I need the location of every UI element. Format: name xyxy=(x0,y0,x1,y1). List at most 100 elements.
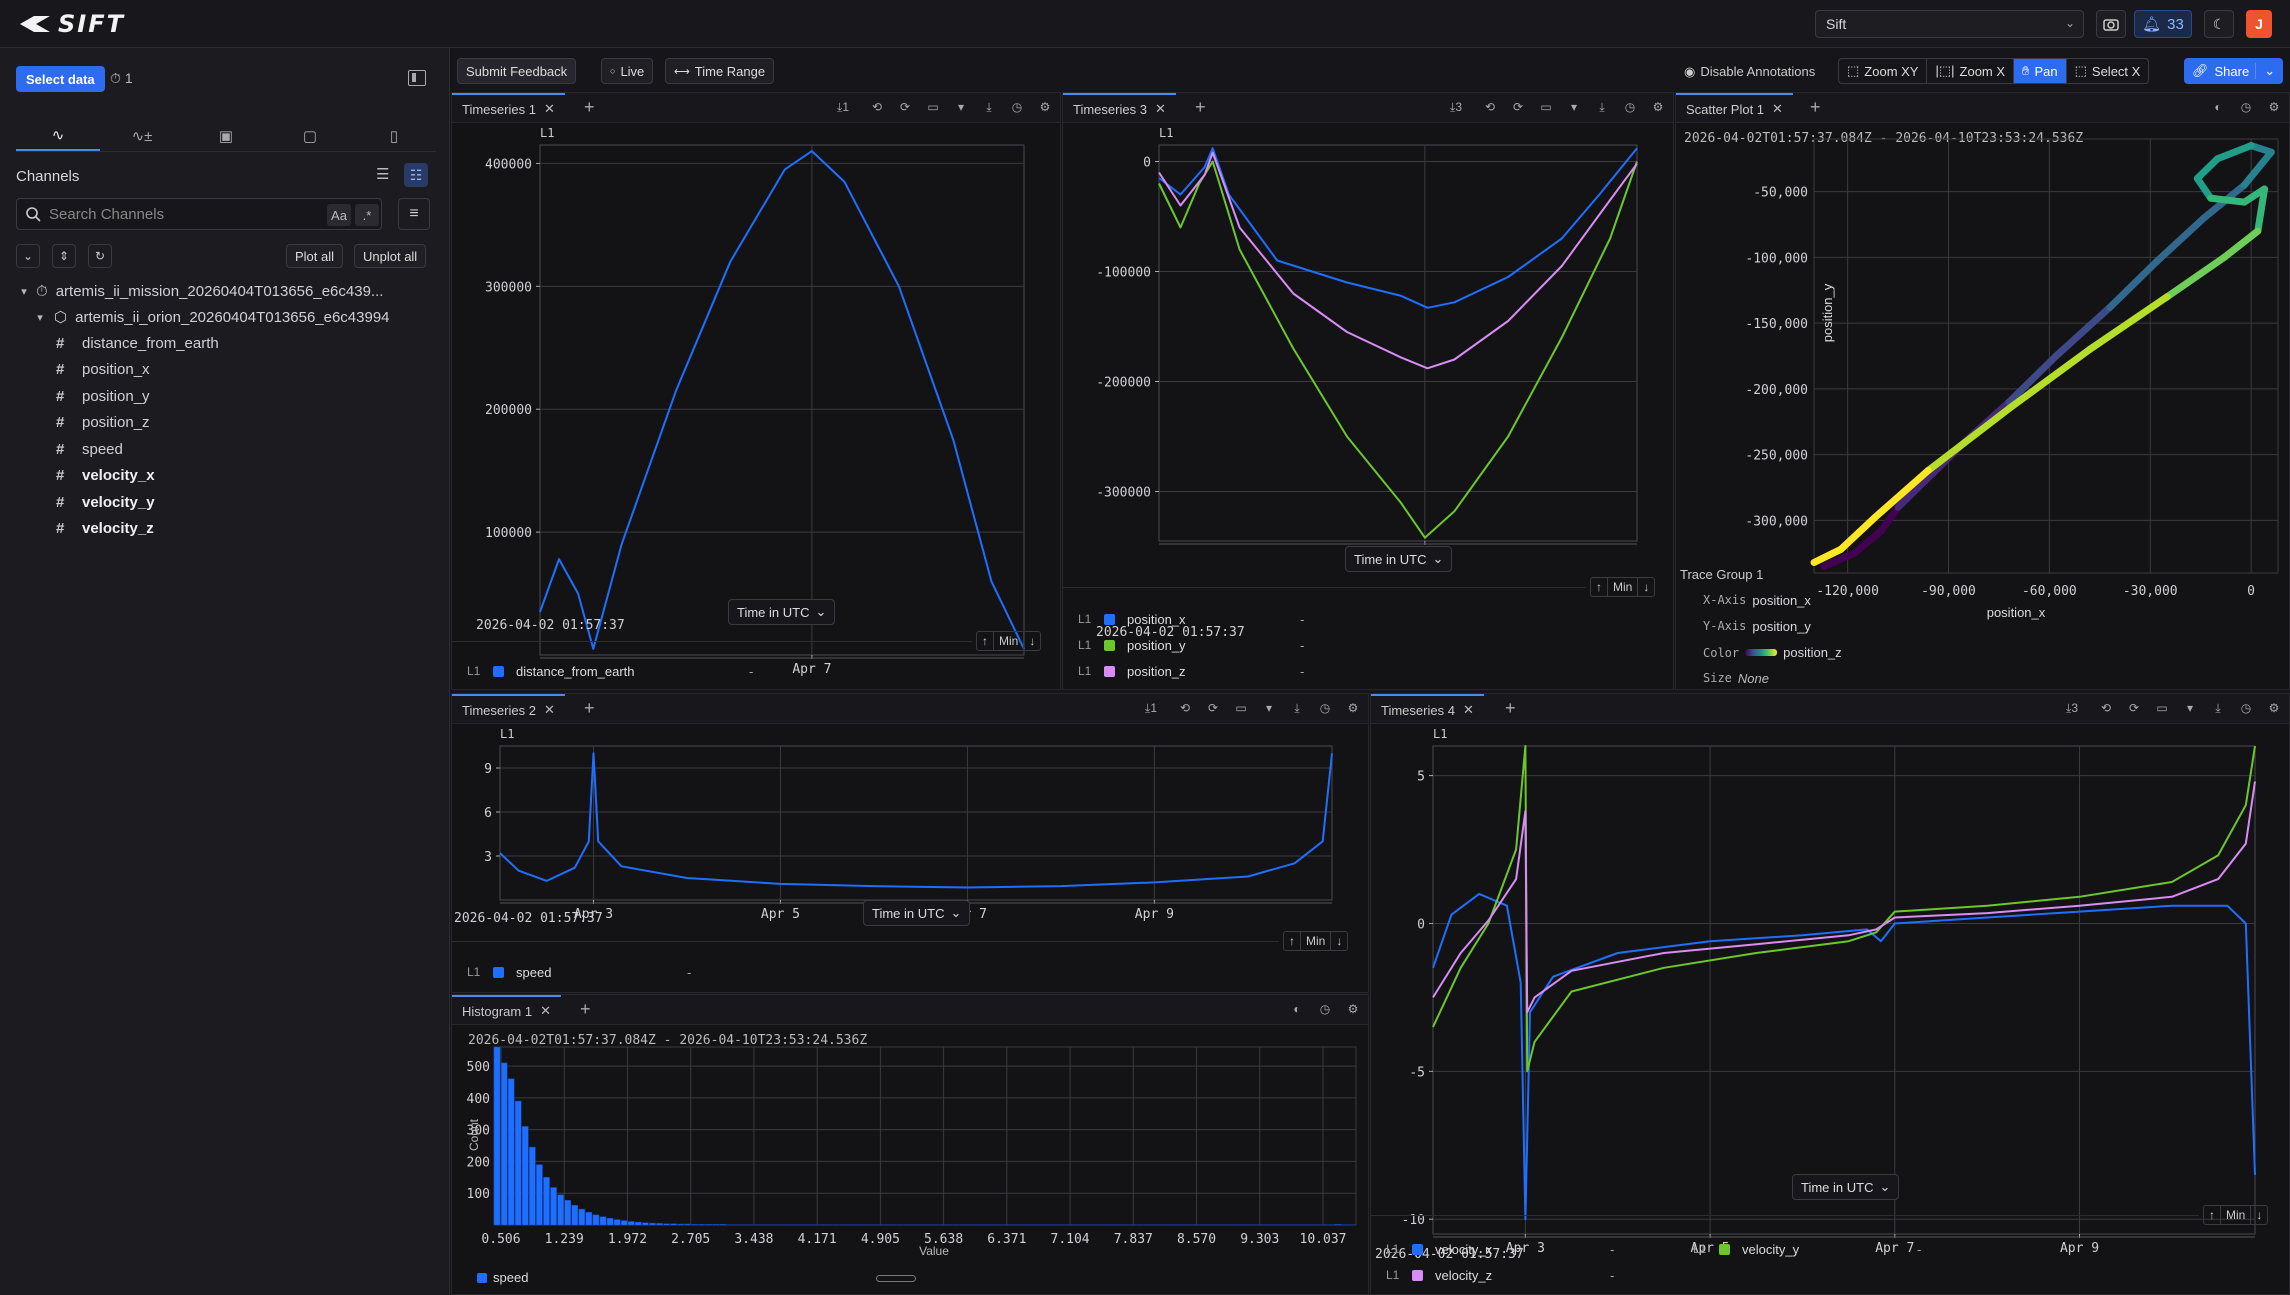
gear-icon[interactable]: ⚙ xyxy=(1347,1002,1359,1016)
sync-icon[interactable]: ⟳ xyxy=(1207,701,1219,715)
channel-item-distance_from_earth[interactable]: # distance_from_earth xyxy=(56,331,219,355)
tree-asset[interactable]: ▾ ⬡ artemis_ii_orion_20260404T013656_e6c… xyxy=(32,305,389,329)
collapse-all-button[interactable]: ⌄ xyxy=(16,244,40,268)
scatter-size-row[interactable]: Size None xyxy=(1703,671,1769,686)
filter-button[interactable]: ≡ xyxy=(398,198,430,230)
scatter-color-row[interactable]: Color position_z xyxy=(1703,645,1842,660)
channel-item-position_y[interactable]: # position_y xyxy=(56,384,150,408)
clock-icon[interactable]: ◷ xyxy=(1011,100,1023,114)
close-icon[interactable]: ✕ xyxy=(543,101,555,116)
theme-toggle-button[interactable]: ☾ xyxy=(2204,10,2234,38)
close-icon[interactable]: ✕ xyxy=(1154,101,1166,116)
chevron-down-icon[interactable]: ▾ xyxy=(1570,100,1578,114)
legend-item-velocity_x[interactable]: L1 velocity_x - xyxy=(1386,1239,1614,1259)
export-icon[interactable]: ⤓ xyxy=(2215,700,2221,715)
time-axis-select[interactable]: Time in UTC ⌄ xyxy=(1792,1174,1900,1200)
sort-down-icon[interactable]: ↓ xyxy=(1029,634,1036,648)
tab-timeseries-3[interactable]: Timeseries 3 ✕ xyxy=(1063,93,1176,123)
clock-icon[interactable]: ◷ xyxy=(1624,100,1636,114)
refresh-button[interactable]: ↻ xyxy=(88,244,112,268)
resize-handle[interactable] xyxy=(876,1275,916,1282)
time-range-button[interactable]: ⟷ Time Range xyxy=(665,58,775,84)
sort-field-label[interactable]: Min xyxy=(2221,1206,2252,1224)
zoom-x-button[interactable]: |⬚| Zoom X xyxy=(1927,59,2015,83)
chevron-down-icon[interactable]: ▾ xyxy=(957,100,965,114)
reset-icon[interactable]: ⟲ xyxy=(871,100,883,114)
channel-item-velocity_z[interactable]: # velocity_z xyxy=(56,517,154,541)
tab-timeseries-1[interactable]: Timeseries 1 ✕ xyxy=(452,93,565,123)
add-tab-icon[interactable]: + xyxy=(580,999,591,1019)
disable-annotations-button[interactable]: ◉ Disable Annotations xyxy=(1684,64,1815,80)
channel-item-position_z[interactable]: # position_z xyxy=(56,411,150,435)
share-button[interactable]: 🔗︎ Share ⌄ xyxy=(2184,58,2284,84)
export-icon[interactable]: ⤓ xyxy=(1294,700,1300,715)
legend-sort-control[interactable]: ↑ Min ↓ xyxy=(1590,577,1656,597)
time-axis-select[interactable]: Time in UTC ⌄ xyxy=(728,599,836,625)
clock-icon[interactable]: ◷ xyxy=(2240,701,2252,715)
annotation-icon[interactable]: ▭ xyxy=(2156,701,2168,715)
clock-icon[interactable]: ◷ xyxy=(1319,1002,1331,1016)
channel-item-velocity_y[interactable]: # velocity_y xyxy=(56,490,155,514)
legend-item-position_z[interactable]: L1 position_z - xyxy=(1078,661,1304,681)
histogram-chart[interactable]: 500 400 300 200 100 0.506 1.239 1.972 2.705 3.438… xyxy=(452,1025,1369,1295)
add-tab-icon[interactable]: + xyxy=(1810,97,1821,117)
chevron-down-icon[interactable]: ▾ xyxy=(2186,701,2194,715)
scatter-x-axis-row[interactable]: X-Axis position_x xyxy=(1703,593,1811,608)
scatter-chart[interactable]: -120,000 -90,000 -60,000 -30,000 0 -50,000 -10… xyxy=(1676,123,2290,690)
tab-calculated-channels[interactable]: ∿± xyxy=(100,120,184,151)
sort-field-label[interactable]: Min xyxy=(994,632,1025,650)
legend-sort-control[interactable]: ↑ Min ↓ xyxy=(2203,1205,2269,1225)
close-icon[interactable]: ✕ xyxy=(543,702,555,717)
sort-field-label[interactable]: Min xyxy=(1301,932,1332,950)
reset-icon[interactable]: ⟲ xyxy=(1484,100,1496,114)
sift-logo[interactable]: SIFT xyxy=(18,10,125,38)
sort-field-label[interactable]: Min xyxy=(1608,578,1639,596)
case-sensitive-toggle[interactable]: Aa xyxy=(327,204,351,226)
tree-run[interactable]: ▾ ⏱ artemis_ii_mission_20260404T013656_e… xyxy=(16,279,383,303)
sync-icon[interactable]: ⟳ xyxy=(1512,100,1524,114)
reset-icon[interactable]: ⟲ xyxy=(2100,701,2112,715)
sync-icon[interactable]: ⟳ xyxy=(899,100,911,114)
color-icon[interactable]: ◐ xyxy=(1293,1002,1301,1016)
download-icon[interactable]: ⤓ 1 xyxy=(837,99,849,115)
legend-item-position_x[interactable]: L1 position_x - xyxy=(1078,609,1304,629)
reset-icon[interactable]: ⟲ xyxy=(1179,701,1191,715)
chevron-down-icon[interactable]: ▾ xyxy=(1265,701,1273,715)
annotation-icon[interactable]: ▭ xyxy=(1235,701,1247,715)
collapse-sidebar-icon[interactable] xyxy=(408,70,426,86)
add-tab-icon[interactable]: + xyxy=(584,698,595,718)
legend-item-position_y[interactable]: L1 position_y - xyxy=(1078,635,1304,655)
tab-reports[interactable]: ▯ xyxy=(352,120,436,151)
channel-item-speed[interactable]: # speed xyxy=(56,437,123,461)
download-icon[interactable]: ⤓ 3 xyxy=(1450,99,1462,115)
notifications-button[interactable]: 🔔︎ 33 xyxy=(2134,10,2192,38)
gear-icon[interactable]: ⚙ xyxy=(1652,100,1664,114)
legend-sort-control[interactable]: ↑ Min ↓ xyxy=(976,631,1042,651)
time-axis-select[interactable]: Time in UTC ⌄ xyxy=(863,900,971,926)
sort-up-icon[interactable]: ↑ xyxy=(1284,932,1301,950)
annotation-icon[interactable]: ▭ xyxy=(927,100,939,114)
timeseries-3-chart[interactable]: L10-100000-200000-300000Apr 72026-04-02 … xyxy=(1063,123,1674,690)
sort-down-icon[interactable]: ↓ xyxy=(1643,580,1650,594)
legend-item-distance_from_earth[interactable]: L1 distance_from_earth - xyxy=(467,661,753,681)
timeseries-1-chart[interactable]: L1 400000 300000 200000 100000 Apr 7 2026-04-0… xyxy=(452,123,1061,690)
sort-down-icon[interactable]: ↓ xyxy=(1336,934,1343,948)
legend-item-speed[interactable]: L1 speed - xyxy=(467,962,691,982)
expand-all-button[interactable]: ⇕ xyxy=(52,244,76,268)
select-x-button[interactable]: ⬚ Select X xyxy=(2067,59,2149,83)
add-tab-icon[interactable]: + xyxy=(1505,698,1516,718)
sort-up-icon[interactable]: ↑ xyxy=(1591,578,1608,596)
legend-sort-control[interactable]: ↑ Min ↓ xyxy=(1283,931,1349,951)
screenshot-button[interactable] xyxy=(2096,10,2126,38)
tab-annotations[interactable]: ▢ xyxy=(268,120,352,151)
tab-timeseries-2[interactable]: Timeseries 2 ✕ xyxy=(452,694,565,724)
zoom-xy-button[interactable]: ⬚ Zoom XY xyxy=(1839,59,1928,83)
add-tab-icon[interactable]: + xyxy=(1195,97,1206,117)
unplot-all-button[interactable]: Unplot all xyxy=(354,244,427,268)
sync-icon[interactable]: ⟳ xyxy=(2128,701,2140,715)
legend-item-velocity_z[interactable]: L1 velocity_z - xyxy=(1386,1265,1614,1285)
download-icon[interactable]: ⤓ 1 xyxy=(1145,700,1157,716)
submit-feedback-button[interactable]: Submit Feedback xyxy=(457,58,577,84)
download-icon[interactable]: ⤓ 3 xyxy=(2066,700,2078,716)
